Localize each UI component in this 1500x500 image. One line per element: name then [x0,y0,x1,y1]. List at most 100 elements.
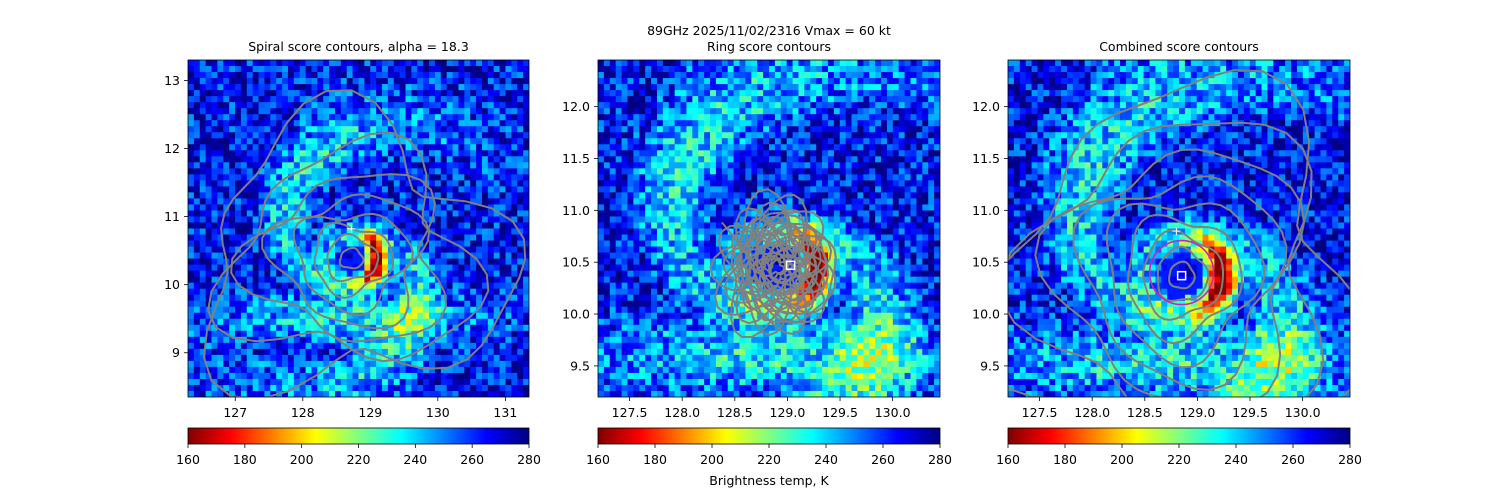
colorbar: 160 180 200 220 240 260 280 [996,427,1362,467]
colorbar-gradient [597,427,941,445]
x-tick-label: 131 [493,405,517,420]
colorbar-tick-label: 280 [517,452,541,467]
colorbar-tick-label: 200 [290,452,314,467]
ring-fit-circle [1148,239,1215,306]
colorbar-tick-label: 260 [871,452,895,467]
contour-line [326,232,380,283]
x-tick-label: 128.5 [717,405,753,420]
panel-title: Spiral score contours, alpha = 18.3 [248,39,469,54]
contour-line [757,249,793,284]
colorbar-tick-label: 200 [700,452,724,467]
panel-2: Ring score contours 127.5 128.0 128.5 129.0 1… [562,39,952,467]
x-tick-label: 129.0 [1180,405,1216,420]
colorbar-tick-label: 180 [1053,452,1077,467]
center-plus-marker [347,224,356,233]
colorbar-tick-label: 260 [1281,452,1305,467]
x-tick-label: 127.5 [1022,405,1058,420]
panel-3: Combined score contours 127.5 128.0 128.5 12… [972,39,1362,467]
colorbar-tick-label: 260 [460,452,484,467]
contour-line [207,131,490,363]
x-tick-label: 127 [223,405,247,420]
x-tick-label: 129.5 [1232,405,1268,420]
brightness-heatmap [598,60,940,397]
contour-line [1142,229,1224,321]
y-tick-label: 9 [172,345,180,360]
y-tick-label: 11.5 [562,151,590,166]
contour-line [722,221,818,315]
colorbar-gradient [1007,427,1351,445]
colorbar: 160 180 200 220 240 260 280 [176,427,541,467]
y-tick-label: 9.5 [570,358,590,373]
colorbar-tick-label: 160 [996,452,1020,467]
y-tick-label: 11.0 [562,203,590,218]
y-tick-label: 11 [164,209,180,224]
colorbar-tick-label: 220 [1167,452,1191,467]
x-tick-label: 128 [291,405,315,420]
axes-frame [187,59,530,398]
score-contours [202,89,527,397]
brightness-heatmap [1008,60,1350,397]
colorbar-tick-label: 200 [1110,452,1134,467]
colorbar-tick-label: 180 [643,452,667,467]
colorbar-tick-label: 220 [347,452,371,467]
contour-line [338,246,365,270]
y-tick-label: 10 [164,277,180,292]
contour-line [1034,148,1306,397]
x-tick-label: 127.5 [612,405,648,420]
panel-title: Ring score contours [707,39,831,54]
y-tick-label: 10.0 [972,307,1000,322]
contour-line [1126,213,1243,345]
score-contours [709,188,837,338]
contour-line [735,207,830,337]
contour-line [1168,260,1196,290]
contour-line [1072,175,1288,391]
y-tick-label: 12.0 [972,99,1000,114]
x-tick-label: 129.0 [770,405,806,420]
colorbar-gradient [187,427,530,445]
contour-line [730,188,837,338]
contour-line [1156,245,1210,302]
colorbar-label: Brightness temp, K [709,473,829,488]
contour-line [765,254,790,284]
x-tick-label: 130.0 [875,405,911,420]
y-tick-label: 11.5 [972,151,1000,166]
y-tick-label: 10.0 [562,307,590,322]
contour-line [714,193,837,324]
axes-frame [1007,59,1351,398]
colorbar-tick-label: 240 [814,452,838,467]
center-square-marker [785,260,796,271]
contour-line [741,215,818,310]
contour-line [202,89,527,397]
brightness-heatmap [188,60,529,397]
colorbar-tick-label: 240 [1224,452,1248,467]
contour-line [721,221,803,324]
contour-line [292,212,414,317]
panel-1: Spiral score contours, alpha = 18.3 127 12… [164,39,541,467]
center-square-marker [1176,270,1187,281]
y-tick-label: 10.5 [972,255,1000,270]
y-tick-label: 12.0 [562,99,590,114]
center-plus-marker [1172,227,1181,236]
contour-line [313,221,395,299]
x-tick-label: 128.0 [664,405,700,420]
colorbar-tick-label: 280 [1338,452,1362,467]
contour-line [735,201,828,325]
panel-title: Combined score contours [1099,39,1259,54]
figure-suptitle: 89GHz 2025/11/02/2316 Vmax = 60 kt [647,23,891,38]
colorbar-tick-label: 160 [586,452,610,467]
score-contours [1008,69,1350,397]
x-tick-label: 130.0 [1285,405,1321,420]
y-tick-label: 10.5 [562,255,590,270]
colorbar-tick-label: 180 [233,452,257,467]
contour-line [1008,121,1325,397]
contour-line [1105,202,1266,369]
y-tick-label: 11.0 [972,203,1000,218]
x-tick-label: 129 [358,405,382,420]
x-tick-label: 128.0 [1074,405,1110,420]
colorbar-tick-label: 280 [928,452,952,467]
y-tick-label: 12 [164,141,180,156]
y-tick-label: 9.5 [980,358,1000,373]
colorbar-tick-label: 160 [176,452,200,467]
contour-line [1008,69,1350,397]
